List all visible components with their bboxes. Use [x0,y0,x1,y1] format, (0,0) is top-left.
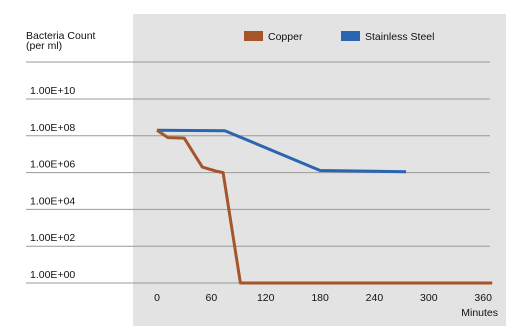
x-axis-title: Minutes [461,307,498,319]
x-tick-label: 120 [257,292,275,304]
y-tick-label: 1.00E+06 [30,159,75,171]
x-tick-label: 300 [420,292,438,304]
series-line-copper [156,129,493,285]
y-axis-title-line-1: Bacteria Count [26,30,96,42]
y-tick-labels: 1.00E+10 1.00E+08 1.00E+06 1.00E+04 1.00E+02… [30,85,75,281]
x-tick-label: 360 [474,292,492,304]
y-tick-label: 1.00E+04 [30,195,75,207]
x-tick-label: 240 [366,292,384,304]
y-tick-label: 1.00E+02 [30,232,75,244]
y-tick-label: 1.00E+08 [30,122,75,134]
y-axis-title-line-2: (per ml) [26,40,62,52]
series-lines [156,128,493,285]
series-line-stainless-steel [156,128,407,174]
legend-swatch-stainless-steel [341,31,360,41]
x-tick-label: 180 [311,292,329,304]
x-tick-label: 60 [206,292,218,304]
y-tick-label: 1.00E+10 [30,85,75,97]
x-tick-label: 0 [154,292,160,304]
legend: Copper Stainless Steel [244,31,434,43]
y-axis-title: Bacteria Count (per ml) [26,30,96,52]
y-tick-label: 1.00E+00 [30,269,75,281]
legend-label-copper: Copper [268,31,303,43]
legend-label-stainless-steel: Stainless Steel [365,31,434,43]
x-tick-labels: 0 60 120 180 240 300 360 [154,292,492,304]
legend-swatch-copper [244,31,263,41]
